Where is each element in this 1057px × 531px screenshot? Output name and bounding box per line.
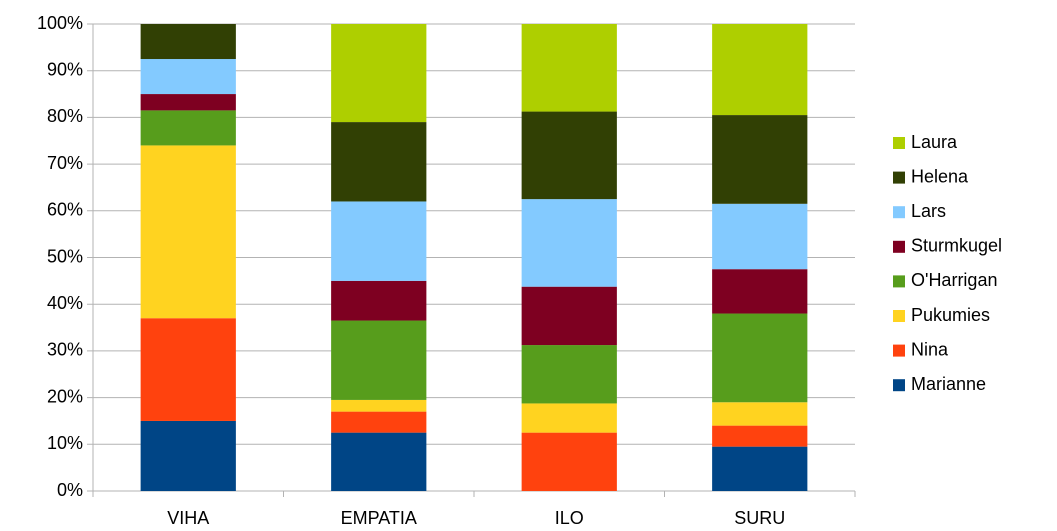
y-tick-label: 90% bbox=[47, 59, 83, 79]
bar-segment bbox=[712, 446, 808, 491]
legend-label: Helena bbox=[911, 166, 969, 186]
legend-label: Marianne bbox=[911, 374, 986, 394]
x-tick-label: ILO bbox=[555, 508, 584, 528]
bar-segment bbox=[331, 399, 427, 412]
bar-segment bbox=[521, 432, 617, 491]
x-tick-label: EMPATIA bbox=[341, 508, 417, 528]
bar-segment bbox=[712, 425, 808, 447]
legend-swatch bbox=[893, 275, 905, 288]
y-tick-label: 70% bbox=[47, 153, 83, 173]
bar-segment bbox=[331, 411, 427, 433]
y-tick-label: 20% bbox=[47, 386, 83, 406]
bar-segment bbox=[140, 94, 236, 111]
legend-label: Lars bbox=[911, 201, 946, 221]
legend-swatch bbox=[893, 240, 905, 253]
bar-segment bbox=[140, 24, 236, 60]
bar-segment bbox=[712, 269, 808, 314]
bar-segment bbox=[521, 403, 617, 433]
y-tick-label: 0% bbox=[57, 480, 83, 500]
legend-swatch bbox=[893, 344, 905, 357]
bar-segment bbox=[712, 402, 808, 426]
y-tick-label: 80% bbox=[47, 106, 83, 126]
bar-segment bbox=[712, 313, 808, 403]
bar-segment bbox=[712, 203, 808, 270]
legend-swatch bbox=[893, 379, 905, 392]
bar-segment bbox=[140, 110, 236, 146]
legend-swatch bbox=[893, 206, 905, 219]
bar-segment bbox=[140, 420, 236, 491]
bar-segment bbox=[521, 199, 617, 287]
bar-segment bbox=[331, 122, 427, 202]
legend-swatch bbox=[893, 171, 905, 184]
x-tick-label: VIHA bbox=[167, 508, 209, 528]
bar-segment bbox=[331, 320, 427, 400]
bar-segment bbox=[521, 286, 617, 346]
y-tick-label: 100% bbox=[37, 13, 83, 33]
y-tick-label: 10% bbox=[47, 433, 83, 453]
y-tick-label: 50% bbox=[47, 246, 83, 266]
legend-label: Nina bbox=[911, 339, 949, 359]
bar-segment bbox=[521, 111, 617, 200]
legend-label: Pukumies bbox=[911, 305, 990, 325]
legend-swatch bbox=[893, 310, 905, 322]
bar-segment bbox=[712, 24, 808, 116]
legend-swatch bbox=[893, 137, 905, 149]
bar-segment bbox=[331, 201, 427, 281]
bar-segment bbox=[521, 24, 617, 112]
y-tick-label: 40% bbox=[47, 293, 83, 313]
bar-segment bbox=[140, 145, 236, 319]
legend-label: Sturmkugel bbox=[911, 236, 1002, 256]
bar-segment bbox=[521, 345, 617, 404]
bar-segment bbox=[140, 59, 236, 95]
bar-segment bbox=[140, 318, 236, 421]
legend-label: O'Harrigan bbox=[911, 270, 997, 290]
bar-segment bbox=[331, 24, 427, 123]
bar-segment bbox=[331, 432, 427, 491]
y-tick-label: 60% bbox=[47, 200, 83, 220]
bar-segment bbox=[712, 115, 808, 204]
bar-segment bbox=[331, 280, 427, 321]
x-tick-label: SURU bbox=[734, 508, 785, 528]
y-tick-label: 30% bbox=[47, 340, 83, 360]
legend-label: Laura bbox=[911, 132, 958, 152]
